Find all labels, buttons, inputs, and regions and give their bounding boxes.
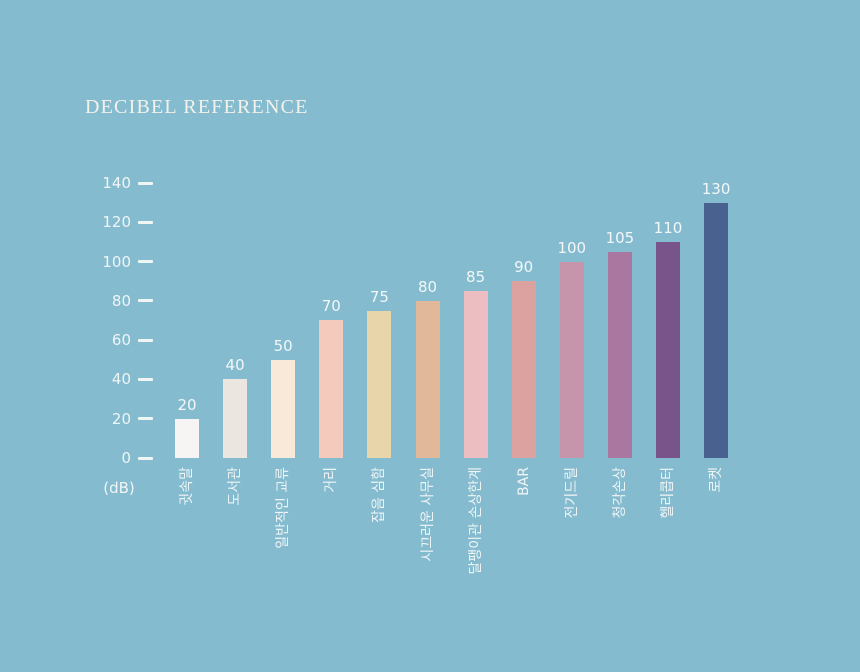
bar: [271, 360, 296, 458]
bar-column: 130 로켓: [692, 0, 740, 672]
x-category-label: 거리: [323, 467, 340, 493]
bar-column: 70 거리: [307, 0, 355, 672]
x-category-label: 귓속말: [179, 467, 195, 506]
bar: [223, 379, 248, 458]
y-tick-label: 140: [102, 174, 131, 192]
x-category-label: 달팽이관 손상한계: [467, 467, 484, 575]
y-tick-label: 60: [111, 331, 131, 350]
x-category-label: 헬리콥터: [660, 467, 676, 519]
y-tick-120: 120: [95, 212, 155, 232]
bar-column: 80 시끄러운 사무실: [404, 0, 452, 672]
bar: [511, 281, 536, 458]
bar-value-label: 100: [557, 239, 587, 257]
bar-column: 90 BAR: [500, 0, 548, 672]
bar: [175, 419, 199, 458]
bar-value-label: 40: [225, 356, 245, 374]
bar-value-label: 130: [701, 180, 731, 198]
bar-column: 50 일반적인 교류: [259, 0, 307, 672]
bar: [319, 320, 344, 458]
bar-column: 75 잡음 심함: [355, 0, 403, 672]
bar-column: 20 귓속말: [163, 0, 211, 672]
y-tick-mark: [138, 417, 153, 421]
bar-value-label: 85: [466, 268, 486, 286]
bar-value-label: 70: [321, 297, 341, 315]
y-tick-label: 120: [102, 213, 131, 232]
bar-column: 85 달팽이관 손상한계: [452, 0, 500, 672]
bar-column: 105 청각손상: [596, 0, 644, 672]
bar: [607, 252, 632, 458]
y-tick-label: 40: [111, 370, 131, 389]
bar: [415, 301, 440, 458]
y-tick-0: 0: [95, 448, 155, 468]
bar-value-label: 80: [417, 278, 438, 296]
y-axis-unit-label: (dB): [103, 479, 135, 497]
x-category-label: BAR: [515, 467, 532, 496]
y-tick-mark: [138, 299, 153, 303]
bar-value-label: 90: [514, 258, 534, 276]
y-tick-mark: [138, 181, 153, 185]
y-tick-80: 80: [95, 291, 155, 311]
y-tick-60: 60: [95, 330, 155, 350]
y-tick-40: 40: [95, 369, 155, 389]
x-category-label: 도서관: [227, 467, 244, 506]
y-tick-140: 140: [95, 173, 155, 193]
y-tick-mark: [138, 260, 153, 264]
x-category-label: 잡음 심함: [371, 467, 388, 523]
x-category-label: 일반적인 교류: [275, 467, 292, 549]
y-tick-100: 100: [95, 252, 155, 272]
bar-column: 100 전기드릴: [548, 0, 596, 672]
bar: [463, 291, 488, 458]
bar: [656, 242, 680, 458]
chart-title: DECIBEL REFERENCE: [85, 96, 309, 118]
bar: [367, 311, 392, 458]
bar-value-label: 75: [369, 288, 389, 306]
bar: [704, 203, 729, 458]
bar-value-label: 50: [273, 337, 293, 355]
x-category-label: 청각손상: [611, 467, 628, 519]
bar-value-label: 110: [653, 219, 683, 237]
y-tick-label: 20: [111, 409, 131, 428]
y-tick-mark: [138, 220, 153, 224]
y-tick-mark: [138, 456, 153, 460]
y-tick-20: 20: [95, 409, 155, 429]
y-tick-label: 80: [111, 291, 131, 310]
y-tick-label: 100: [102, 252, 131, 271]
x-category-label: 전기드릴: [563, 467, 580, 519]
x-category-label: 시끄러운 사무실: [419, 467, 436, 562]
bar-column: 110 헬리콥터: [644, 0, 692, 672]
x-category-label: 로켓: [708, 467, 725, 493]
y-tick-mark: [138, 338, 153, 342]
bar: [559, 262, 584, 458]
bar-value-label: 20: [177, 396, 197, 414]
y-tick-label: 0: [121, 449, 131, 467]
bar-value-label: 105: [605, 229, 635, 247]
bar-column: 40 도서관: [211, 0, 259, 672]
y-tick-mark: [138, 377, 153, 381]
